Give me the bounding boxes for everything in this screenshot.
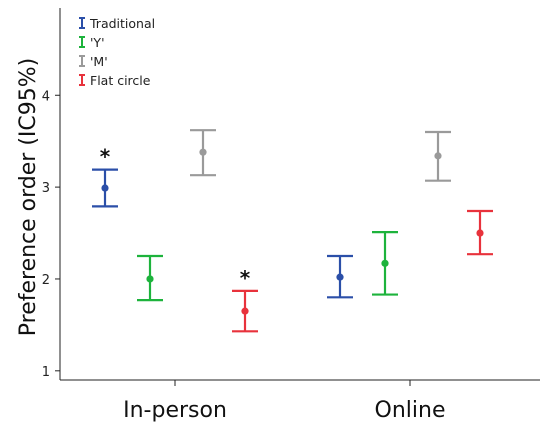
legend-label: Flat circle — [90, 73, 151, 88]
legend-label: Traditional — [89, 16, 155, 31]
legend-item: Flat circle — [79, 73, 151, 88]
error-bar — [137, 254, 163, 302]
legend-label: 'Y' — [90, 35, 105, 50]
y-tick-label: 2 — [42, 273, 50, 288]
y-tick-label: 1 — [42, 365, 50, 380]
y-axis-label: Preference order (IC95%) — [16, 58, 41, 337]
legend: Traditional 'Y' 'M' Flat circle — [79, 16, 155, 88]
error-bar — [372, 231, 398, 296]
error-bars: ** — [92, 129, 493, 333]
mean-point — [336, 273, 344, 281]
mean-point — [381, 259, 389, 267]
legend-item: 'Y' — [79, 35, 105, 50]
mean-point — [101, 184, 109, 192]
mean-point — [476, 229, 484, 237]
mean-point — [146, 275, 154, 283]
axes: 1 2 3 4 In-person Online — [42, 8, 540, 423]
error-bar: * — [92, 145, 118, 208]
significance-marker: * — [240, 266, 251, 290]
error-bar: * — [232, 266, 258, 333]
legend-item: Traditional — [79, 16, 155, 31]
mean-point — [434, 152, 442, 160]
error-bar — [425, 130, 451, 182]
mean-point — [241, 307, 249, 315]
x-tick-label: Online — [375, 398, 446, 423]
y-tick-label: 3 — [42, 181, 50, 196]
y-tick-label: 4 — [42, 89, 50, 104]
legend-label: 'M' — [90, 54, 108, 69]
significance-marker: * — [100, 145, 111, 169]
error-bar — [467, 209, 493, 256]
legend-item: 'M' — [79, 54, 108, 69]
error-bar — [327, 254, 353, 299]
error-bar — [190, 129, 216, 177]
x-tick-label: In-person — [123, 398, 227, 423]
mean-point — [199, 148, 207, 156]
